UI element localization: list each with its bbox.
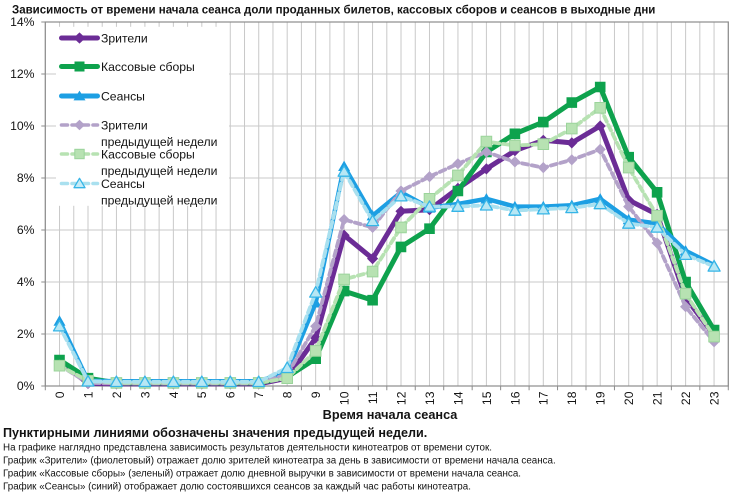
svg-text:10%: 10% bbox=[10, 119, 35, 133]
svg-text:12: 12 bbox=[394, 391, 408, 405]
svg-text:График «Зрители» (фиолетовый): График «Зрители» (фиолетовый) отражает д… bbox=[3, 456, 556, 467]
svg-text:14: 14 bbox=[451, 391, 465, 405]
svg-text:14%: 14% bbox=[10, 15, 35, 29]
svg-text:График «Сеансы» (синий) отобра: График «Сеансы» (синий) отображает долю … bbox=[3, 482, 471, 493]
svg-text:2: 2 bbox=[110, 391, 124, 398]
svg-text:предыдущей недели: предыдущей недели bbox=[101, 135, 217, 149]
svg-text:Время начала сеанса: Время начала сеанса bbox=[323, 408, 459, 422]
svg-text:Зрители: Зрители bbox=[101, 32, 148, 46]
svg-text:Кассовые сборы: Кассовые сборы bbox=[101, 148, 195, 162]
svg-text:16: 16 bbox=[508, 391, 522, 405]
svg-text:22: 22 bbox=[679, 391, 693, 405]
svg-text:Сеансы: Сеансы bbox=[101, 90, 145, 104]
svg-text:4%: 4% bbox=[17, 275, 35, 289]
svg-text:Пунктирными линиями обозначены: Пунктирными линиями обозначены значения … bbox=[3, 426, 427, 440]
svg-text:6%: 6% bbox=[17, 223, 35, 237]
svg-text:6: 6 bbox=[224, 391, 238, 398]
svg-text:предыдущей недели: предыдущей недели bbox=[101, 193, 217, 207]
svg-text:11: 11 bbox=[366, 391, 380, 404]
svg-text:7: 7 bbox=[252, 391, 266, 398]
svg-text:2%: 2% bbox=[17, 327, 35, 341]
svg-text:15: 15 bbox=[480, 391, 494, 405]
svg-text:9: 9 bbox=[309, 391, 323, 398]
svg-text:8%: 8% bbox=[17, 171, 35, 185]
svg-text:20: 20 bbox=[622, 391, 636, 405]
svg-text:На графике наглядно представле: На графике наглядно представлена зависим… bbox=[3, 443, 492, 454]
svg-text:Сеансы: Сеансы bbox=[101, 177, 145, 191]
svg-text:0%: 0% bbox=[17, 379, 35, 393]
svg-text:21: 21 bbox=[651, 391, 665, 405]
svg-text:18: 18 bbox=[565, 391, 579, 405]
svg-text:13: 13 bbox=[423, 391, 437, 405]
svg-text:23: 23 bbox=[708, 391, 722, 405]
svg-text:Кассовые сборы: Кассовые сборы bbox=[101, 60, 195, 74]
svg-text:12%: 12% bbox=[10, 67, 35, 81]
svg-text:предыдущей недели: предыдущей недели bbox=[101, 164, 217, 178]
svg-text:Зрители: Зрители bbox=[101, 118, 148, 132]
svg-text:4: 4 bbox=[167, 391, 181, 398]
svg-text:8: 8 bbox=[281, 391, 295, 398]
svg-text:График «Кассовые сборы» (зелен: График «Кассовые сборы» (зеленый) отража… bbox=[3, 469, 521, 480]
svg-text:3: 3 bbox=[138, 391, 152, 398]
svg-text:5: 5 bbox=[195, 391, 209, 398]
svg-text:Зависимость от времени начала: Зависимость от времени начала сеанса дол… bbox=[12, 5, 655, 17]
svg-text:0: 0 bbox=[53, 391, 67, 398]
svg-text:1: 1 bbox=[81, 391, 95, 398]
svg-text:19: 19 bbox=[594, 391, 608, 405]
svg-text:10: 10 bbox=[338, 391, 352, 405]
svg-text:17: 17 bbox=[537, 391, 551, 405]
